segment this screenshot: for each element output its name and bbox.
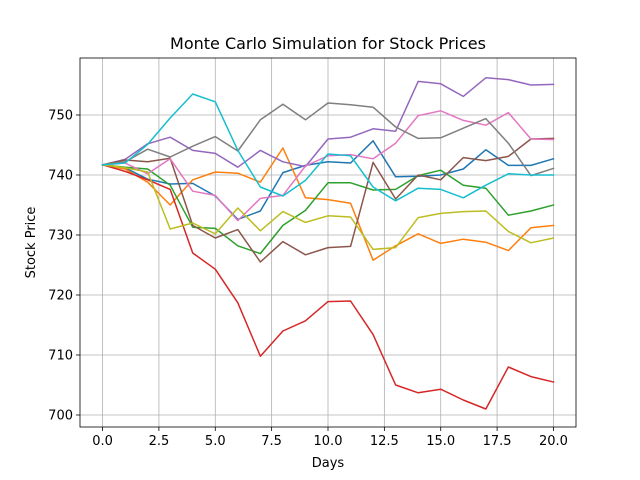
y-tick-label: 720 bbox=[48, 289, 73, 304]
x-tick-label: 20.0 bbox=[539, 434, 568, 449]
y-tick-label: 750 bbox=[48, 109, 73, 124]
series-line-2 bbox=[101, 147, 555, 261]
y-tick-label: 730 bbox=[48, 229, 73, 244]
series-line-9 bbox=[101, 163, 555, 251]
x-tick-label: 7.5 bbox=[261, 434, 282, 449]
series-line-8 bbox=[101, 102, 555, 177]
y-tick-label: 740 bbox=[48, 169, 73, 184]
x-tick-label: 5.0 bbox=[205, 434, 226, 449]
x-tick-label: 12.5 bbox=[370, 434, 399, 449]
y-axis-label: Stock Price bbox=[24, 207, 39, 279]
x-tick-label: 17.5 bbox=[483, 434, 512, 449]
y-tick-label: 700 bbox=[48, 409, 73, 424]
series-line-5 bbox=[101, 77, 555, 168]
x-tick-label: 15.0 bbox=[426, 434, 455, 449]
grid bbox=[80, 58, 576, 427]
series-line-3 bbox=[101, 163, 555, 255]
series-line-4 bbox=[101, 163, 555, 410]
x-tick-label: 10.0 bbox=[314, 434, 343, 449]
axis-ticks: 0.0 2.5 5.0 7.5 10.0 12.5 15.0 17.5 20.0 700 710 72… bbox=[48, 109, 568, 450]
x-axis-label: Days bbox=[312, 456, 345, 471]
series-line-1 bbox=[101, 140, 555, 221]
chart-title: Monte Carlo Simulation for Stock Prices bbox=[170, 34, 486, 53]
x-tick-label: 2.5 bbox=[149, 434, 170, 449]
series-layer bbox=[101, 77, 555, 410]
y-tick-label: 710 bbox=[48, 349, 73, 364]
series-line-6 bbox=[101, 137, 555, 263]
series-line-10 bbox=[101, 93, 555, 202]
series-line-7 bbox=[101, 110, 555, 222]
x-tick-label: 0.0 bbox=[92, 434, 113, 449]
